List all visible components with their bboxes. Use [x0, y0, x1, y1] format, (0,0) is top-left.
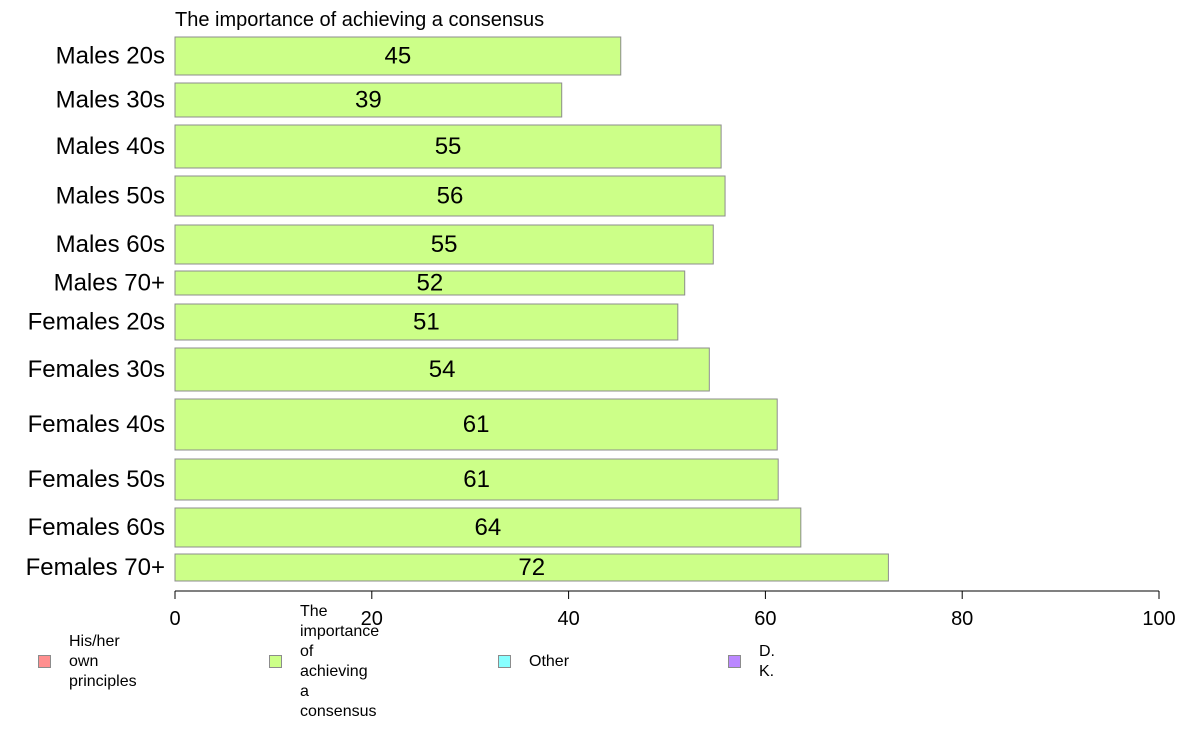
- x-tick-label: 100: [1142, 608, 1175, 630]
- chart-title: The importance of achieving a consensus: [175, 9, 544, 31]
- category-label: Males 20s: [56, 43, 165, 70]
- bar: [174, 36, 622, 76]
- category-label: Males 40s: [56, 133, 165, 160]
- legend-label: The importance of achieving a consensus: [300, 603, 380, 720]
- legend-swatch: [269, 655, 282, 668]
- data-label: 52: [417, 270, 444, 297]
- x-tick-label: 80: [951, 608, 973, 630]
- bar-chart-plot: The importance of achieving a consensus …: [26, 9, 1176, 630]
- legend-label: D. K.: [759, 643, 775, 680]
- bar: [174, 82, 563, 118]
- bars-layer: Males 20s 45 Males 30s 39 Males 40s 55 Males 5…: [26, 36, 889, 582]
- data-label: 54: [429, 356, 456, 383]
- bar: [174, 458, 779, 501]
- data-label: 45: [385, 43, 412, 70]
- legend: His/her own principles The importance of…: [38, 603, 1138, 720]
- bar: [174, 303, 679, 341]
- x-tick-label: 60: [754, 608, 776, 630]
- legend-swatch: [38, 655, 51, 668]
- data-label: 61: [463, 411, 490, 438]
- category-label: Females 40s: [28, 411, 165, 438]
- legend-swatch: [498, 655, 511, 668]
- category-label: Males 50s: [56, 183, 165, 210]
- bar: [174, 224, 714, 265]
- bar: [174, 553, 889, 582]
- data-label: 56: [437, 183, 464, 210]
- category-label: Females 70+: [26, 554, 165, 581]
- bar: [174, 175, 726, 217]
- data-label: 72: [518, 554, 545, 581]
- legend-label: His/her own principles: [69, 633, 137, 690]
- data-label: 61: [463, 466, 490, 493]
- x-axis: 0 20 40 60 80 100: [169, 590, 1176, 630]
- x-tick-label: 20: [361, 608, 383, 630]
- category-label: Males 30s: [56, 87, 165, 114]
- category-label: Females 50s: [28, 466, 165, 493]
- bar: [174, 124, 722, 169]
- category-label: Females 30s: [28, 356, 165, 383]
- category-label: Females 60s: [28, 514, 165, 541]
- bar: [174, 347, 710, 392]
- bar: [174, 270, 686, 296]
- legend-swatch: [728, 655, 741, 668]
- bar: [174, 398, 778, 451]
- category-label: Females 20s: [28, 309, 165, 336]
- x-tick-label: 40: [557, 608, 579, 630]
- legend-label: Other: [529, 653, 570, 670]
- data-label: 55: [431, 231, 458, 258]
- data-label: 51: [413, 309, 440, 336]
- data-label: 64: [475, 514, 502, 541]
- category-label: Males 70+: [54, 270, 165, 297]
- x-tick-label: 0: [169, 608, 180, 630]
- bar: [174, 507, 802, 548]
- category-label: Males 60s: [56, 231, 165, 258]
- data-label: 55: [435, 133, 462, 160]
- data-label: 39: [355, 87, 382, 114]
